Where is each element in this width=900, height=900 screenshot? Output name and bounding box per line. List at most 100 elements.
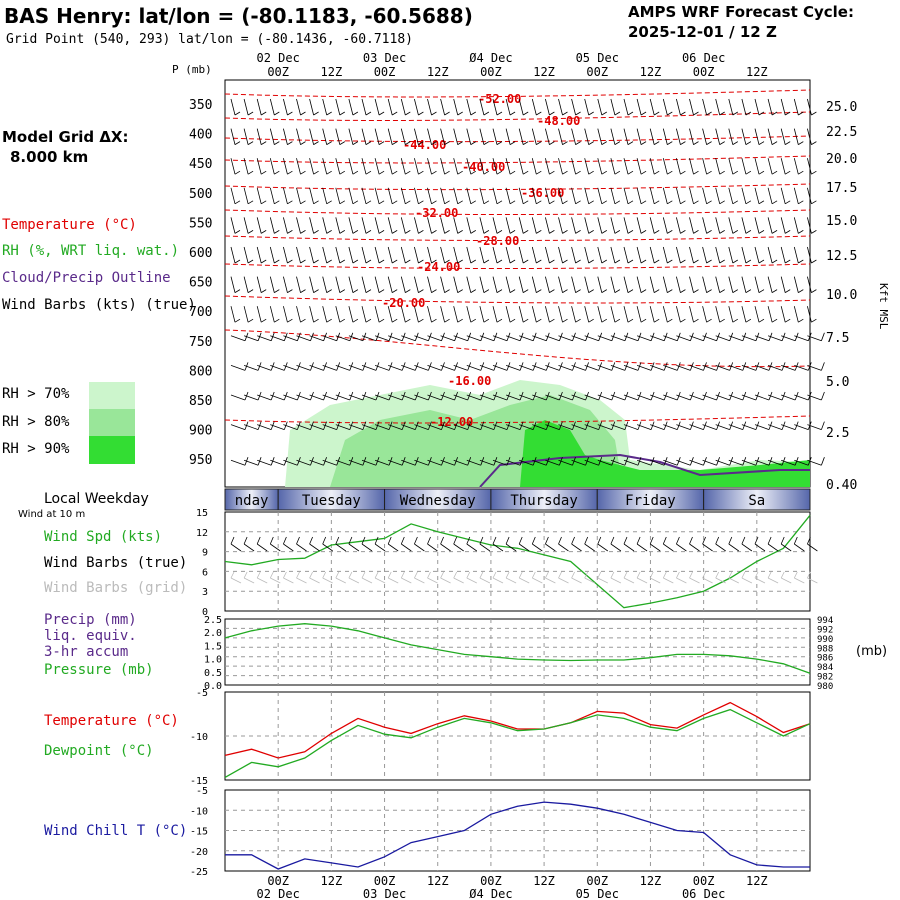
wind-barb-true xyxy=(243,536,255,552)
panel-ytick-label: 12 xyxy=(196,528,208,539)
wind-barb xyxy=(361,128,372,145)
wind-barb xyxy=(741,187,752,205)
wind-barb xyxy=(335,217,346,234)
wind-barb xyxy=(649,128,660,145)
wind-barb xyxy=(807,306,817,323)
temperature-contour xyxy=(224,263,811,269)
top-hour-label: 00Z xyxy=(586,65,608,79)
wind-barb xyxy=(545,158,555,175)
station-title: BAS Henry: lat/lon = (-80.1183, -60.5688… xyxy=(4,4,473,28)
wind-barb-true xyxy=(440,536,451,552)
wind-barb xyxy=(414,187,424,205)
wind-barb-grid xyxy=(636,571,648,584)
bottom-hour-label: 12Z xyxy=(427,874,449,888)
wind-barb xyxy=(427,306,437,323)
wind-barb xyxy=(531,98,542,116)
wind-barb xyxy=(348,187,359,205)
wind-barb xyxy=(689,128,699,145)
wind-barb xyxy=(243,158,254,175)
wind-barb xyxy=(545,98,555,116)
bottom-hour-label: 00Z xyxy=(693,874,715,888)
wind-barb xyxy=(256,128,267,145)
temperature-contour-label: -48.00 xyxy=(537,114,580,128)
precip-ytick-label: 1.0 xyxy=(204,655,222,666)
wind-barb xyxy=(676,276,686,293)
wind-barb-true xyxy=(335,536,347,552)
wind-spd-label: Wind Spd (kts) xyxy=(44,529,163,545)
wind-barb xyxy=(414,158,424,175)
temperature-panel: -5 -10 -15 xyxy=(190,688,811,787)
wind-barb xyxy=(767,98,778,116)
series-line xyxy=(225,801,810,870)
wind-barb xyxy=(793,306,804,323)
wind-barb xyxy=(571,276,581,293)
temperature-contour xyxy=(224,209,811,215)
wind-barb-grid xyxy=(780,571,792,584)
wind-barb xyxy=(335,158,346,175)
wind-barb xyxy=(387,98,398,116)
pressure-ytick-label: 984 xyxy=(817,663,833,673)
bottom-hour-label: 00Z xyxy=(267,874,289,888)
wind-barb xyxy=(715,246,725,264)
wind-barb xyxy=(689,187,699,205)
wind-barb xyxy=(440,158,450,175)
wind-barb-true xyxy=(400,536,412,552)
wind-barb xyxy=(728,158,739,175)
top-hour-label: 00Z xyxy=(693,65,715,79)
wind-barb xyxy=(754,158,765,175)
wind-barb xyxy=(309,217,319,234)
wind-barb xyxy=(230,187,241,205)
bottom-hour-label: 00Z xyxy=(480,874,502,888)
wind-barb xyxy=(492,187,503,205)
wind-barb-grid xyxy=(283,571,294,584)
temperature-contour-label: -12.00 xyxy=(430,415,473,429)
wind-barb xyxy=(728,276,739,293)
kft-tick-label: 5.0 xyxy=(826,375,849,390)
temperature-contour-label: -16.00 xyxy=(448,374,491,388)
kft-tick-label: 12.5 xyxy=(826,249,857,264)
wind-barb xyxy=(793,187,804,205)
wind-barb xyxy=(597,98,608,116)
wind-barb-grid xyxy=(374,571,386,584)
wind-barb xyxy=(741,128,752,145)
pressure-ytick-label: 992 xyxy=(817,625,833,635)
pressure-ytick-label: 988 xyxy=(817,644,833,654)
wind-barb xyxy=(309,187,319,205)
wind-barb xyxy=(780,246,791,264)
precip-label-2: liq. equiv. xyxy=(44,628,137,644)
wind-barb xyxy=(767,158,778,175)
series-line xyxy=(224,708,811,778)
wind-barb xyxy=(702,98,712,116)
weekday-label: Local Weekday xyxy=(44,491,149,507)
wind-barb xyxy=(728,246,739,264)
wind-barb xyxy=(348,98,359,116)
legend-rh: RH (%, WRT liq. wat.) xyxy=(2,243,180,259)
wind-barb xyxy=(283,128,293,145)
wind-barb-grid xyxy=(558,571,569,584)
bottom-hour-label: 12Z xyxy=(746,874,768,888)
wind-barb xyxy=(780,158,791,175)
wind-barb xyxy=(440,217,450,234)
wind-barb xyxy=(453,306,463,323)
bottom-date-label: 06 Dec xyxy=(682,887,725,900)
wind-barb xyxy=(754,306,765,323)
wind-barb-true xyxy=(374,536,386,552)
wind-barb xyxy=(492,276,503,293)
wind-barb-true xyxy=(689,536,700,552)
wind-barb xyxy=(400,217,411,234)
wind-barb xyxy=(453,246,463,264)
weekday-name: Friday xyxy=(625,493,676,509)
wind-barb xyxy=(584,306,594,323)
temperature-contour-label: -44.00 xyxy=(403,138,446,152)
wind-barb xyxy=(662,128,673,145)
wind-barb xyxy=(754,246,765,264)
wind-barb xyxy=(545,276,555,293)
wind-barb xyxy=(767,246,778,264)
kft-tick-label: 2.5 xyxy=(826,426,849,441)
wind-barb xyxy=(610,246,621,264)
wind-barb xyxy=(361,246,372,264)
pressure-tick-label: 650 xyxy=(189,276,212,291)
wind-barb xyxy=(427,246,437,264)
wind-barb xyxy=(374,217,385,234)
wind-barb xyxy=(256,158,267,175)
